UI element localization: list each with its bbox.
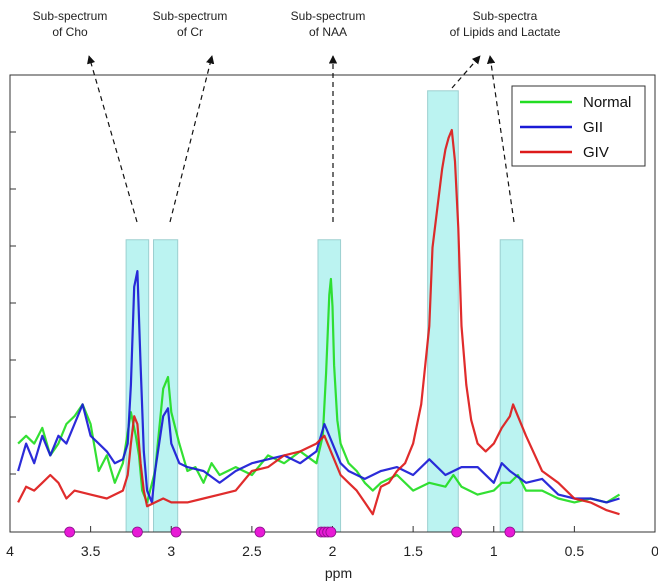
x-axis-ticks: 4 3.5 3 2.5 2 1.5 1 0.5 0 [6, 526, 658, 559]
annotation-label: of NAA [309, 25, 347, 39]
series-line-giv [17, 128, 620, 516]
x-axis-title: ppm [325, 565, 352, 581]
marker-point-2 [131, 526, 143, 538]
x-tick-label: 1.5 [403, 543, 423, 559]
annotation-label: Sub-spectrum [291, 9, 366, 23]
x-tick-label: 0 [651, 543, 658, 559]
series-lines [17, 128, 621, 516]
annotations: Sub-spectrum of Cho Sub-spectrum of Cr Sub-s… [33, 9, 561, 39]
legend-entry: GII [583, 119, 603, 136]
annotation-label: of Cho [52, 25, 88, 39]
legend: Normal GII GIV [511, 85, 646, 167]
x-tick-label: 4 [6, 543, 14, 559]
legend-entry: GIV [583, 144, 609, 161]
series-line-gii [17, 270, 620, 504]
annotation-label: Sub-spectrum [33, 9, 108, 23]
marker-points [64, 526, 516, 538]
annotation-label: Sub-spectrum [153, 9, 228, 23]
x-tick-label: 0.5 [565, 543, 585, 559]
highlight-region-2 [153, 239, 179, 533]
annotation-label: of Cr [177, 25, 203, 39]
legend-entry: Normal [583, 94, 631, 111]
annotation-arrows [87, 55, 515, 223]
x-tick-label: 2 [329, 543, 337, 559]
marker-point-3 [170, 526, 182, 538]
annotation-arrow-4-2 [486, 55, 515, 223]
x-tick-label: 2.5 [242, 543, 262, 559]
highlight-region-3 [317, 239, 342, 533]
annotation-arrow-1 [87, 55, 138, 223]
marker-point-1 [64, 526, 76, 538]
annotation-arrow-4-1 [451, 55, 481, 89]
x-tick-label: 3.5 [81, 543, 101, 559]
annotation-label: of Lipids and Lactate [450, 25, 561, 39]
highlight-regions [125, 90, 524, 533]
marker-point-9 [451, 526, 463, 538]
highlight-region-5 [499, 239, 524, 533]
annotation-label: Sub-spectra [473, 9, 538, 23]
x-tick-label: 3 [167, 543, 175, 559]
x-tick-label: 1 [490, 543, 498, 559]
annotation-arrow-2 [169, 55, 215, 223]
marker-point-8 [325, 526, 337, 538]
marker-point-10 [504, 526, 516, 538]
series-line-normal [17, 277, 621, 504]
marker-point-4 [254, 526, 266, 538]
